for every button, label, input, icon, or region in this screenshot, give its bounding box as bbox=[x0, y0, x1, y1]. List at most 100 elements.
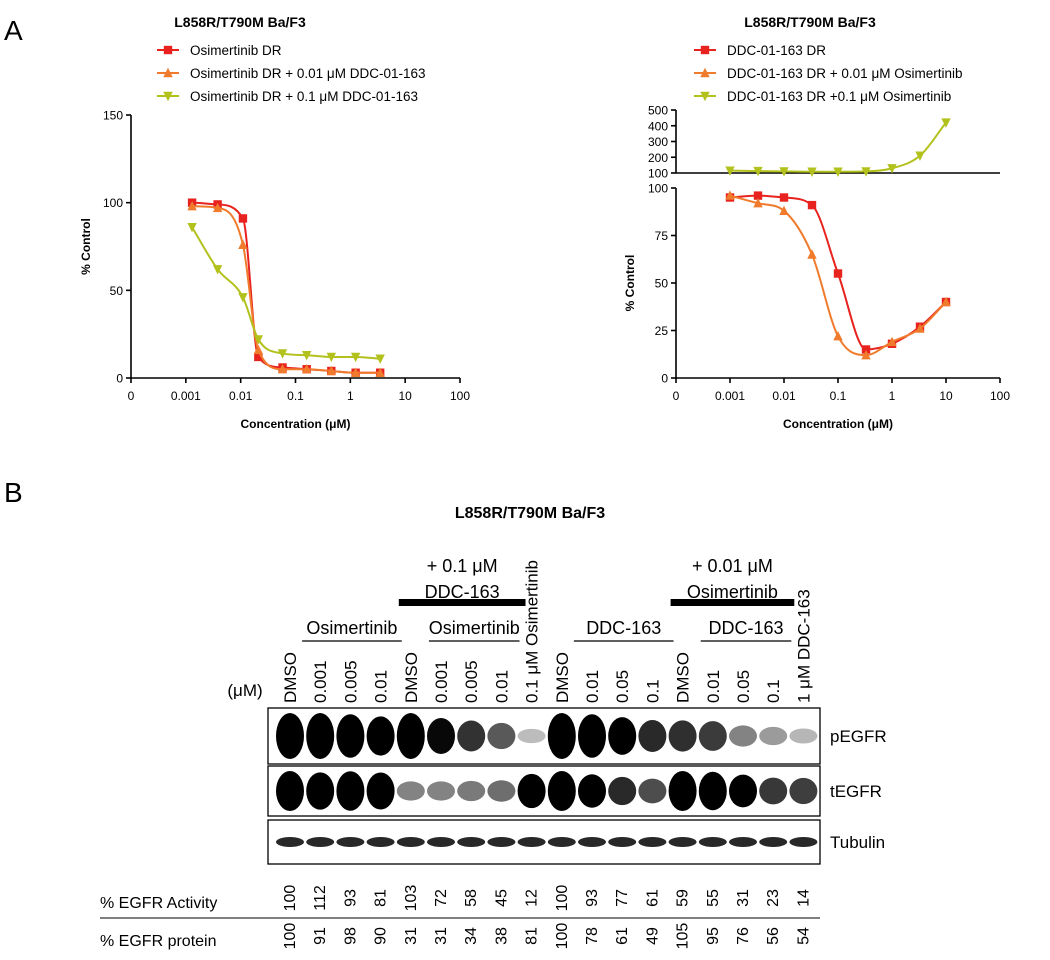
quant-label: % EGFR Activity bbox=[100, 895, 217, 912]
marker bbox=[887, 336, 897, 347]
band bbox=[427, 837, 455, 847]
band bbox=[698, 721, 727, 751]
group-label: Osimertinib bbox=[429, 618, 520, 638]
marker bbox=[807, 249, 817, 259]
fit-curve bbox=[192, 201, 381, 374]
x-tick-label: 10 bbox=[939, 389, 953, 403]
quant-value: 103 bbox=[403, 885, 420, 912]
band bbox=[729, 837, 757, 847]
lane-label: 0.01 bbox=[704, 670, 723, 703]
band bbox=[396, 713, 425, 759]
marker bbox=[915, 323, 925, 333]
marker bbox=[326, 365, 337, 376]
quant-value: 72 bbox=[433, 889, 450, 907]
y-tick-label: 0 bbox=[661, 372, 668, 386]
legend-label: Osimertinib DR + 0.01 μM DDC-01-163 bbox=[190, 66, 425, 81]
group-label: Osimertinib bbox=[306, 618, 397, 638]
band bbox=[578, 774, 606, 808]
quant-label: % EGFR protein bbox=[100, 933, 216, 950]
quant-value: 45 bbox=[493, 889, 510, 907]
group-label: DDC-163 bbox=[586, 618, 661, 638]
marker bbox=[833, 269, 843, 278]
marker bbox=[779, 193, 789, 202]
band bbox=[457, 720, 486, 752]
quant-value: 93 bbox=[342, 889, 359, 907]
marker bbox=[861, 167, 871, 177]
y-tick-label: 0 bbox=[116, 372, 123, 386]
treatment-label: + 0.01 μM bbox=[692, 556, 773, 576]
x-tick-label: 0.1 bbox=[287, 389, 304, 403]
legend-label: DDC-01-163 DR +0.1 μM Osimertinib bbox=[727, 89, 951, 104]
y-axis-label: % Control bbox=[79, 218, 93, 275]
x-tick-label: 10 bbox=[398, 389, 412, 403]
quant-value: 100 bbox=[554, 923, 571, 950]
lane-label: 1 μM DDC-163 bbox=[794, 589, 813, 703]
marker bbox=[238, 239, 248, 249]
band bbox=[517, 728, 546, 744]
quant-value: 91 bbox=[312, 927, 329, 945]
band bbox=[638, 837, 667, 847]
marker bbox=[700, 67, 710, 78]
quant-value: 76 bbox=[735, 927, 752, 945]
band bbox=[336, 837, 365, 847]
lane-label: DMSO bbox=[402, 652, 421, 703]
marker bbox=[779, 167, 789, 177]
band bbox=[427, 718, 455, 754]
band bbox=[698, 837, 727, 847]
quant-value: 31 bbox=[735, 889, 752, 907]
marker bbox=[212, 202, 223, 213]
band bbox=[306, 772, 335, 810]
y-tick-label: 100 bbox=[648, 182, 668, 196]
marker bbox=[375, 354, 385, 364]
quant-value: 81 bbox=[524, 927, 541, 945]
marker bbox=[753, 198, 763, 208]
legend-label: DDC-01-163 DR + 0.01 μM Osimertinib bbox=[727, 66, 962, 81]
quant-value: 78 bbox=[584, 927, 601, 945]
legend-label: DDC-01-163 DR bbox=[727, 43, 826, 58]
marker bbox=[350, 352, 361, 363]
lane-label: 0.1 μM Osimertinib bbox=[523, 560, 542, 703]
quant-value: 100 bbox=[282, 923, 299, 950]
quant-value: 105 bbox=[675, 923, 692, 950]
lane-label: 0.1 bbox=[764, 679, 783, 703]
quant-value: 38 bbox=[493, 927, 510, 945]
lane-label: 0.01 bbox=[583, 670, 602, 703]
quant-value: 56 bbox=[765, 927, 782, 945]
x-tick-label: 0 bbox=[128, 389, 135, 403]
marker bbox=[350, 367, 361, 377]
marker bbox=[941, 296, 951, 307]
quant-value: 112 bbox=[312, 885, 329, 911]
x-tick-label: 0.1 bbox=[830, 389, 847, 403]
quant-value: 49 bbox=[644, 927, 661, 945]
lane-label: 0.05 bbox=[734, 670, 753, 703]
lane-label: 0.05 bbox=[613, 670, 632, 703]
quant-value: 77 bbox=[614, 889, 631, 907]
y-tick-label: 500 bbox=[648, 104, 668, 118]
band bbox=[366, 716, 395, 756]
quant-value: 100 bbox=[282, 885, 299, 912]
row-label: pEGFR bbox=[830, 727, 887, 746]
band bbox=[608, 717, 637, 755]
marker bbox=[238, 214, 248, 223]
marker bbox=[253, 335, 264, 345]
quant-value: 34 bbox=[463, 927, 480, 945]
quant-value: 61 bbox=[644, 889, 661, 907]
treatment-label: Osimertinib bbox=[687, 582, 778, 602]
marker bbox=[807, 167, 817, 177]
lane-label: 0.001 bbox=[311, 660, 330, 703]
quant-value: 61 bbox=[614, 927, 631, 945]
y-tick-label: 100 bbox=[648, 167, 668, 181]
quant-value: 81 bbox=[373, 889, 390, 907]
band bbox=[457, 837, 486, 847]
band bbox=[789, 777, 818, 805]
y-tick-label: 150 bbox=[103, 109, 123, 123]
marker bbox=[277, 349, 288, 359]
band bbox=[547, 713, 576, 759]
band bbox=[759, 726, 788, 746]
x-tick-label: 0.01 bbox=[772, 389, 796, 403]
marker bbox=[253, 344, 264, 355]
band bbox=[729, 774, 757, 808]
marker bbox=[753, 191, 763, 200]
band bbox=[276, 837, 304, 847]
y-tick-label: 200 bbox=[648, 151, 668, 165]
